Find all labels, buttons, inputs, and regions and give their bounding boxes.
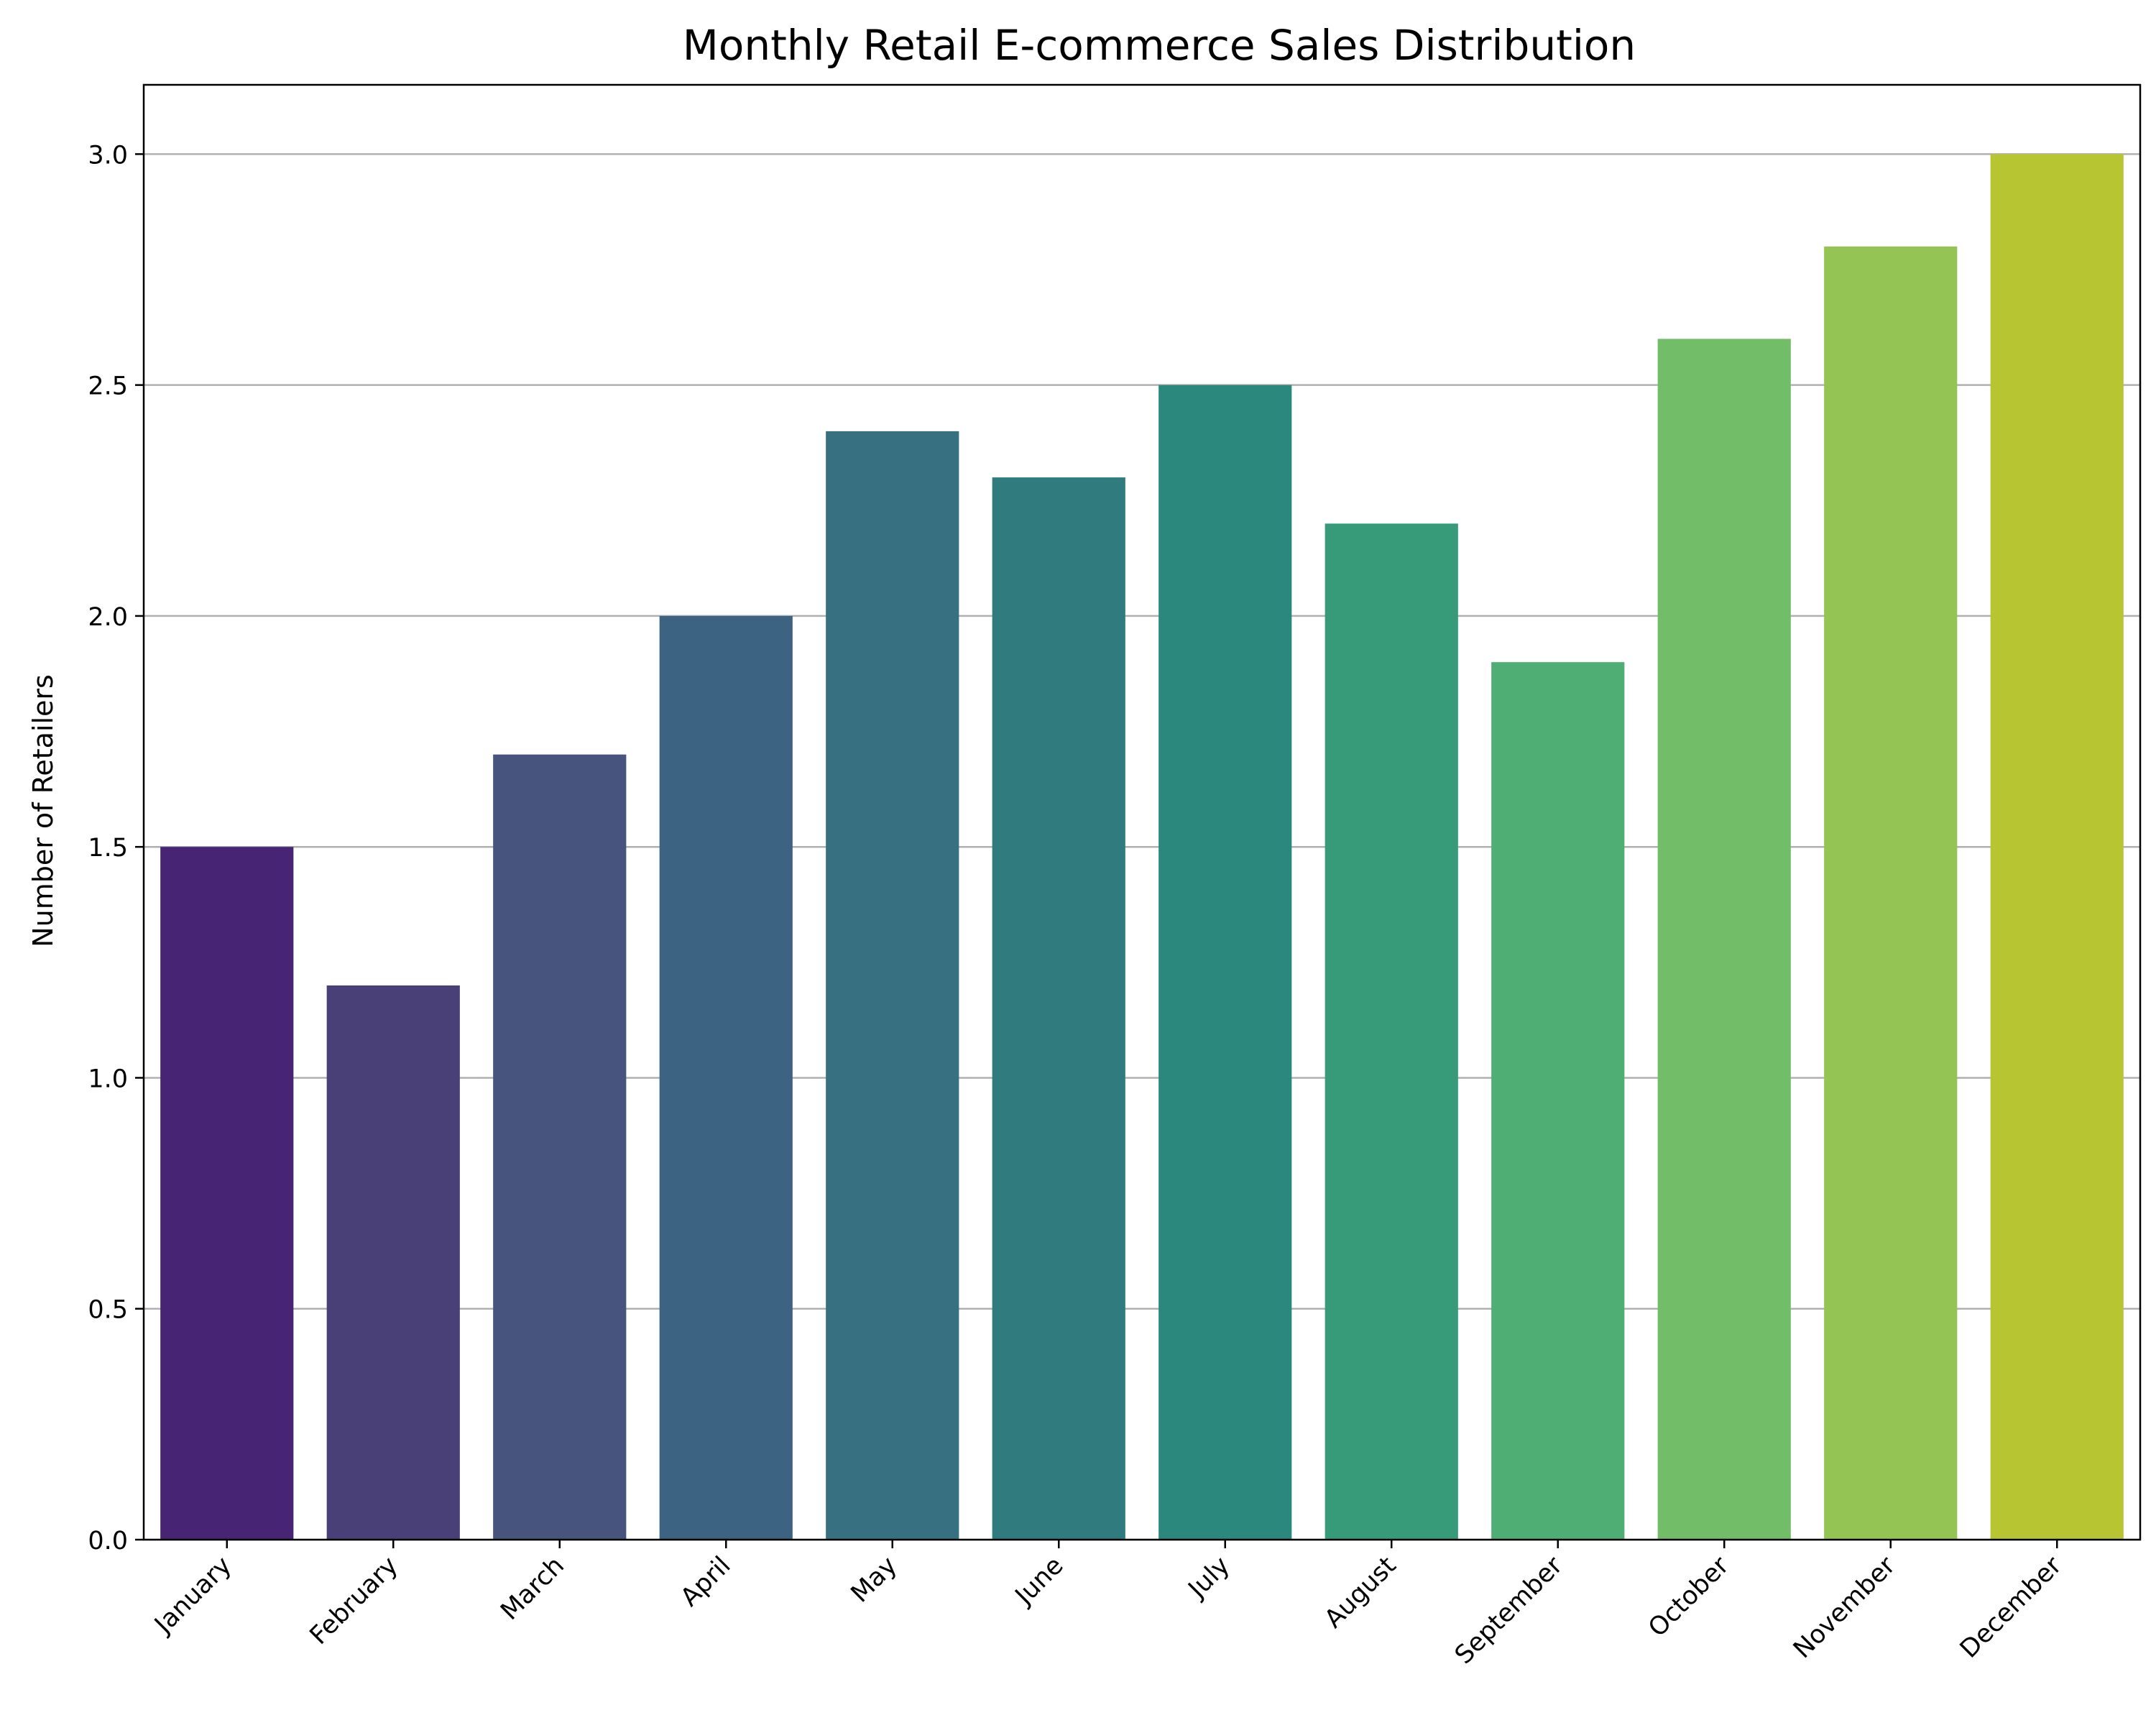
plot-frame [142, 83, 2142, 1541]
bar-november [1824, 246, 1958, 1540]
x-tick-label: November [1788, 1551, 1901, 1664]
x-axis: January February March April May June July Augu… [149, 1540, 2068, 1670]
y-tick-label: 2.5 [88, 372, 128, 401]
x-tick-label: December [1955, 1551, 2068, 1664]
y-tick-label: 2.0 [88, 603, 128, 632]
x-tick-label: July [1182, 1551, 1235, 1604]
x-tick-label: March [495, 1551, 570, 1626]
bar-april [659, 615, 793, 1540]
y-tick-label: 0.0 [88, 1527, 128, 1555]
y-tick-label: 0.5 [88, 1296, 128, 1325]
bar-may [826, 431, 959, 1540]
y-tick-label: 3.0 [88, 141, 128, 170]
y-tick-label: 1.0 [88, 1065, 128, 1093]
x-tick-label: June [1009, 1551, 1069, 1612]
bars-layer [160, 154, 2124, 1540]
bar-august [1325, 523, 1458, 1540]
bar-september [1491, 662, 1625, 1540]
bar-october [1657, 339, 1791, 1540]
bar-december [1990, 154, 2124, 1540]
x-tick-label: February [305, 1551, 404, 1650]
chart-title: Monthly Retail E-commerce Sales Distribu… [683, 21, 1636, 70]
bar-january [160, 847, 294, 1540]
bar-february [326, 985, 460, 1540]
grid-layer [144, 153, 2140, 1541]
y-axis: 0.0 0.5 1.0 1.5 2.0 2.5 3.0 [88, 141, 144, 1555]
x-tick-label: May [846, 1551, 903, 1608]
bar-july [1158, 385, 1292, 1540]
x-tick-label: October [1643, 1551, 1735, 1643]
x-tick-label: January [149, 1551, 238, 1640]
bar-march [493, 754, 627, 1540]
x-tick-label: April [676, 1551, 737, 1612]
y-axis-label: Number of Retailers [27, 674, 59, 947]
x-tick-label: August [1319, 1551, 1402, 1634]
bar-june [992, 477, 1125, 1540]
x-tick-label: September [1450, 1551, 1569, 1670]
y-tick-label: 1.5 [88, 834, 128, 863]
